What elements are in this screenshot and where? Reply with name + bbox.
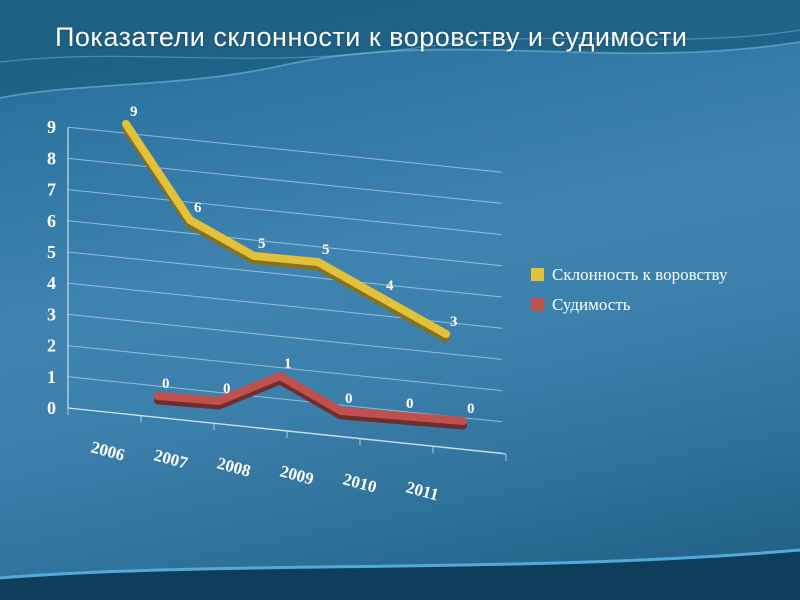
y-axis-label: 0 bbox=[47, 398, 56, 418]
x-axis-label: 2010 bbox=[341, 470, 379, 497]
gridline bbox=[67, 189, 503, 236]
legend-item-conviction: Судимость bbox=[531, 296, 727, 313]
series-line bbox=[154, 372, 467, 425]
data-label: 9 bbox=[130, 104, 138, 120]
top-swoosh-line bbox=[0, 41, 800, 99]
x-axis-label: 2011 bbox=[404, 478, 441, 505]
data-label: 5 bbox=[322, 242, 330, 258]
gridline bbox=[67, 126, 503, 173]
y-axis-label: 6 bbox=[47, 211, 56, 231]
data-label: 1 bbox=[284, 356, 292, 372]
gridline bbox=[67, 157, 503, 204]
data-label: 0 bbox=[467, 401, 475, 417]
legend-label-theft: Склонность к воровству bbox=[552, 265, 728, 284]
series-line bbox=[122, 120, 450, 338]
y-axis-label: 4 bbox=[47, 273, 56, 293]
data-label: 0 bbox=[162, 376, 170, 392]
x-axis-label: 2007 bbox=[152, 446, 190, 473]
y-axis-label: 2 bbox=[47, 336, 56, 356]
legend-label-conviction: Судимость bbox=[552, 295, 631, 314]
data-label: 0 bbox=[406, 396, 414, 412]
data-label: 4 bbox=[386, 278, 394, 294]
gridline bbox=[67, 313, 503, 360]
y-axis-label: 1 bbox=[47, 367, 56, 387]
gridline bbox=[67, 345, 503, 392]
x-axis-label: 2006 bbox=[89, 438, 127, 465]
x-axis-label: 2009 bbox=[278, 462, 316, 489]
data-label: 0 bbox=[223, 381, 231, 397]
legend-swatch-conviction-icon bbox=[531, 298, 544, 311]
bottom-light-line bbox=[0, 548, 800, 580]
data-label: 0 bbox=[345, 391, 353, 407]
top-swoosh-band bbox=[0, 0, 800, 98]
y-axis-label: 3 bbox=[47, 304, 56, 324]
legend-item-theft: Склонность к воровству bbox=[531, 266, 727, 283]
slide-title: Показатели склонности к воровству и суди… bbox=[55, 22, 688, 52]
legend-swatch-theft-icon bbox=[531, 268, 544, 281]
y-axis-label: 8 bbox=[47, 148, 56, 168]
top-swoosh-line-2 bbox=[0, 29, 800, 63]
x-axis-label: 2008 bbox=[215, 454, 253, 481]
gridline bbox=[67, 220, 503, 267]
data-label: 3 bbox=[450, 314, 458, 330]
gridline bbox=[67, 251, 503, 298]
data-label: 5 bbox=[258, 236, 266, 252]
y-axis-label: 7 bbox=[47, 180, 56, 200]
y-axis-label: 9 bbox=[47, 117, 56, 137]
data-label: 6 bbox=[194, 200, 202, 216]
chart-legend: Склонность к воровству Судимость bbox=[531, 266, 727, 313]
y-axis-label: 5 bbox=[47, 242, 56, 262]
